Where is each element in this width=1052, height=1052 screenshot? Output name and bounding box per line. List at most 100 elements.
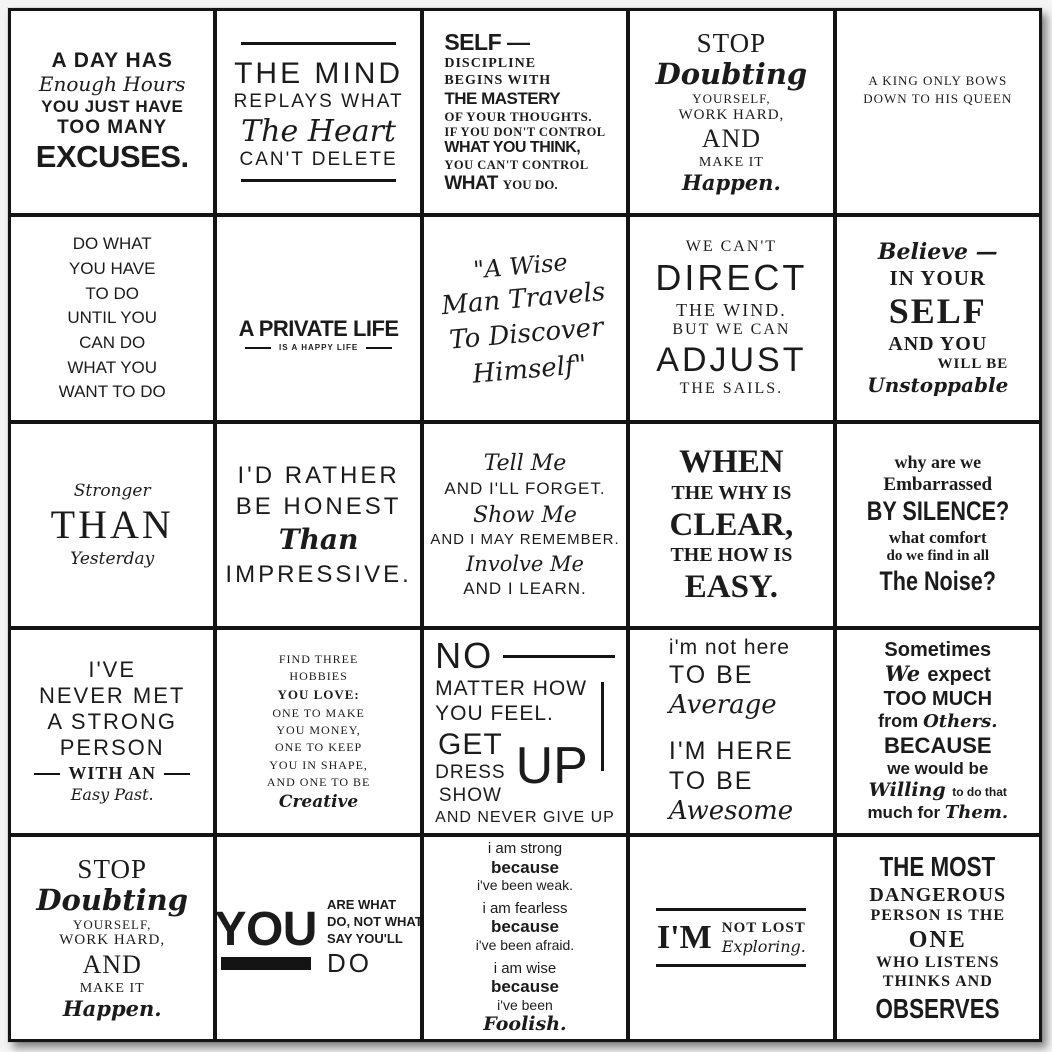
poster-content: STOP Doubting YOURSELF, WORK HARD, AND MAKE I… bbox=[36, 854, 188, 1022]
poster-line: WITH AN bbox=[34, 763, 190, 784]
poster-line: AND bbox=[701, 124, 762, 154]
poster-line: CAN'T DELETE bbox=[239, 149, 398, 171]
poster-line: I'M HERE bbox=[668, 737, 794, 766]
poster-line: WHAT YOU THINK, bbox=[444, 139, 581, 157]
poster-line: DIRECT bbox=[655, 257, 808, 299]
poster-text-segment: YOU DO. bbox=[502, 176, 558, 192]
poster-content: THE MOST DANGEROUS PERSON IS THE ONE WHO LIS… bbox=[860, 850, 1015, 1025]
poster-line: YOU CAN'T CONTROL bbox=[444, 158, 589, 173]
poster-line: DO, NOT WHAT bbox=[326, 914, 420, 929]
poster-line: I'VE bbox=[88, 657, 137, 683]
poster-line: AND I MAY REMEMBER. bbox=[430, 530, 620, 548]
poster-columns: I'M NOT LOST Exploring. bbox=[657, 918, 806, 958]
poster-content: Stronger THAN Yesterday bbox=[51, 481, 174, 568]
poster-content: THE MIND REPLAYS WHAT The Heart CAN'T DELET… bbox=[234, 37, 404, 188]
poster-content: i'm not here TO BE Average I'M HERE TO BE Awe… bbox=[669, 636, 794, 827]
poster-content: Tell Me AND I'LL FORGET. Show Me AND I MAY … bbox=[430, 450, 618, 599]
poster-line: Yesterday bbox=[70, 548, 155, 569]
poster-line: AND YOU bbox=[888, 332, 988, 355]
poster-a-day-has: A DAY HAS Enough Hours YOU JUST HAVE TOO MA… bbox=[11, 11, 214, 214]
horizontal-rule bbox=[241, 179, 397, 183]
poster-line: Exploring. bbox=[721, 936, 806, 956]
poster-line: STOP bbox=[77, 853, 147, 884]
poster-strong-fearless-wise: i am strong because i've been weak. i am fe… bbox=[423, 836, 627, 1039]
poster-text-segment: much for bbox=[867, 803, 945, 823]
poster-content: A KING ONLY BOWS DOWN TO HIS QUEEN bbox=[863, 72, 1012, 108]
poster-content: Believe — IN YOUR SELF AND YOU WILL BE Unstop… bbox=[867, 238, 1008, 398]
poster-content: A PRIVATE LIFE IS A HAPPY LIFE bbox=[238, 316, 400, 352]
poster-text-segment: WHAT bbox=[444, 172, 503, 194]
poster-stronger-than: Stronger THAN Yesterday bbox=[11, 423, 214, 627]
poster-content: WHEN THE WHY IS CLEAR, THE HOW IS EASY. bbox=[670, 443, 794, 607]
poster-content: SELF — DISCIPLINE BEGINS WITH THE MASTERY OF… bbox=[444, 29, 605, 195]
poster-line: DRESS bbox=[435, 762, 506, 784]
poster-line: ONE bbox=[908, 926, 967, 953]
poster-line: YOU bbox=[217, 902, 317, 956]
poster-line: Show Me bbox=[473, 502, 577, 528]
poster-line: BEGINS WITH bbox=[444, 72, 552, 88]
poster-sheet: A DAY HAS Enough Hours YOU JUST HAVE TOO MA… bbox=[8, 8, 1042, 1042]
poster-line: WHEN bbox=[679, 443, 784, 480]
poster-line: WHAT YOU bbox=[67, 357, 158, 377]
poster-line: YOU FEEL. bbox=[435, 702, 554, 726]
poster-line: A KING ONLY BOWS bbox=[868, 73, 1008, 88]
poster-line: ARE WHAT bbox=[326, 897, 397, 913]
poster-line: Enough Hours bbox=[38, 72, 186, 97]
poster-line: OF YOUR THOUGHTS. bbox=[444, 109, 593, 125]
poster-line: WHO LISTENS bbox=[876, 954, 1000, 972]
horizontal-rule bbox=[656, 964, 807, 968]
poster-line: NOT LOST bbox=[721, 920, 806, 936]
poster-line: I'M bbox=[656, 919, 712, 957]
poster-line: PERSON bbox=[59, 735, 165, 761]
poster-columns: YOU ARE WHAT DO, NOT WHAT SAY YOU'LL DO bbox=[217, 897, 419, 978]
poster-content: Sometimes We expect TOO MUCH from Others. BE… bbox=[867, 639, 1008, 824]
poster-content: A DAY HAS Enough Hours YOU JUST HAVE TOO MA… bbox=[36, 49, 189, 176]
poster-line: STOP bbox=[696, 28, 767, 59]
poster-line: ONE TO KEEP bbox=[274, 740, 363, 755]
poster-line: TO BE bbox=[668, 660, 754, 689]
poster-line: A PRIVATE LIFE bbox=[238, 316, 400, 342]
poster-line: IN YOUR bbox=[889, 265, 987, 290]
poster-line: UP bbox=[515, 737, 588, 796]
poster-content: WE CAN'T DIRECT THE WIND. BUT WE CAN ADJUST T… bbox=[655, 238, 807, 398]
poster-when-why-clear: WHEN THE WHY IS CLEAR, THE HOW IS EASY. bbox=[630, 423, 833, 627]
poster-line: TO BE bbox=[668, 766, 754, 795]
poster-line: IF YOU DON'T CONTROL bbox=[444, 124, 606, 139]
poster-line: Than bbox=[278, 523, 359, 557]
poster-most-dangerous-observes: THE MOST DANGEROUS PERSON IS THE ONE WHO LIS… bbox=[836, 836, 1039, 1039]
poster-line: Awesome bbox=[668, 796, 794, 827]
poster-line: DANGEROUS bbox=[869, 883, 1007, 906]
poster-line: Believe — bbox=[877, 238, 998, 265]
poster-believe-unstoppable: Believe — IN YOUR SELF AND YOU WILL BE Unstop… bbox=[836, 217, 1039, 420]
poster-you-are-what-you-do: YOU ARE WHAT DO, NOT WHAT SAY YOU'LL DO bbox=[217, 836, 420, 1039]
poster-line: We expect bbox=[884, 661, 991, 688]
poster-line: AND NEVER GIVE UP bbox=[435, 809, 615, 827]
poster-line: Happen. bbox=[62, 996, 162, 1022]
poster-line: Stronger bbox=[73, 481, 151, 502]
poster-line: HOBBIES bbox=[289, 669, 348, 684]
poster-line: A DAY HAS bbox=[51, 48, 173, 72]
poster-line: TOO MANY bbox=[57, 116, 168, 138]
poster-line: THE MASTERY bbox=[444, 89, 561, 109]
poster-line: NEVER MET bbox=[39, 683, 186, 709]
poster-line: TOO MUCH bbox=[883, 687, 993, 710]
poster-line: PERSON IS THE bbox=[870, 907, 1006, 925]
poster-line: ADJUST bbox=[656, 340, 807, 379]
poster-line: WHAT YOU DO. bbox=[444, 173, 557, 195]
poster-line: much for Them. bbox=[867, 802, 1008, 824]
poster-line: because bbox=[490, 857, 559, 877]
poster-column: ARE WHAT DO, NOT WHAT SAY YOU'LL DO bbox=[327, 897, 420, 978]
poster-line: THE HOW IS bbox=[670, 544, 793, 567]
poster-line: SHOW bbox=[438, 784, 502, 806]
poster-king-queen: A KING ONLY BOWS DOWN TO HIS QUEEN bbox=[836, 11, 1039, 214]
poster-line: why are we bbox=[894, 452, 982, 473]
poster-line: IS A HAPPY LIFE bbox=[245, 343, 392, 352]
poster-content: STOP Doubting YOURSELF, WORK HARD, AND MAKE I… bbox=[656, 28, 808, 196]
poster-line: SAY YOU'LL bbox=[326, 930, 403, 946]
poster-line: Tell Me bbox=[483, 450, 567, 476]
poster-line: THAN bbox=[50, 502, 174, 548]
poster-line: THE WHY IS bbox=[671, 481, 792, 504]
poster-private-life: A PRIVATE LIFE IS A HAPPY LIFE bbox=[217, 217, 420, 420]
vertical-rule bbox=[601, 682, 605, 771]
poster-text-segment: We bbox=[884, 661, 928, 687]
